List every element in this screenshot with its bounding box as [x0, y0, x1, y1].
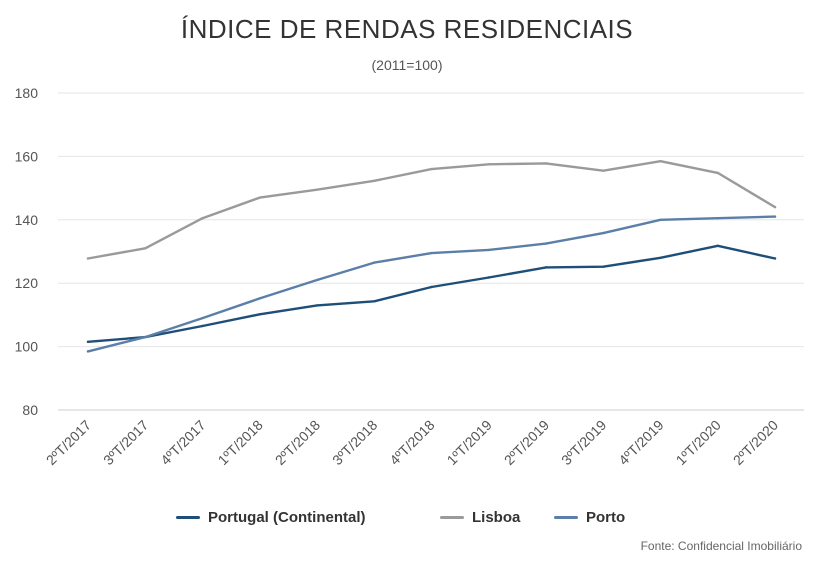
x-tick-label: 2ºT/2020 — [730, 417, 781, 468]
x-tick-label: 2ºT/2017 — [43, 417, 94, 468]
data-point[interactable] — [258, 196, 261, 199]
chart-title: ÍNDICE DE RENDAS RESIDENCIAIS — [180, 14, 634, 44]
data-point[interactable] — [544, 162, 548, 165]
chart-legend: Portugal (Continental) Lisboa Porto — [0, 509, 814, 529]
legend-swatch-lisboa — [440, 516, 464, 519]
data-point[interactable] — [86, 340, 90, 344]
y-tick-label: 80 — [22, 402, 38, 418]
data-point[interactable] — [144, 247, 147, 250]
data-point[interactable] — [430, 285, 433, 289]
data-point[interactable] — [258, 313, 261, 316]
data-point[interactable] — [201, 324, 204, 328]
data-point[interactable] — [716, 217, 719, 220]
data-point[interactable] — [659, 159, 662, 163]
data-point[interactable] — [201, 217, 204, 220]
data-point[interactable] — [602, 169, 605, 172]
legend-swatch-porto — [554, 516, 578, 519]
data-point[interactable] — [487, 248, 490, 252]
data-point[interactable] — [487, 163, 490, 166]
data-point[interactable] — [430, 167, 433, 171]
data-point[interactable] — [373, 300, 376, 303]
x-tick-label: 3ºT/2019 — [558, 417, 609, 468]
data-point[interactable] — [373, 179, 376, 183]
data-point[interactable] — [602, 265, 605, 268]
data-point[interactable] — [86, 350, 90, 353]
legend-item-lisboa[interactable]: Lisboa — [440, 509, 520, 526]
data-point[interactable] — [258, 297, 261, 300]
data-point[interactable] — [86, 257, 90, 260]
series-line-lisboa[interactable] — [86, 159, 777, 260]
y-tick-label: 100 — [15, 339, 39, 355]
legend-swatch-portugal — [176, 516, 200, 519]
data-point[interactable] — [201, 316, 204, 320]
y-tick-label: 120 — [15, 275, 39, 291]
data-point[interactable] — [773, 215, 777, 218]
legend-label-porto: Porto — [586, 509, 626, 526]
data-point[interactable] — [430, 251, 433, 255]
x-tick-label: 3ºT/2018 — [329, 417, 380, 468]
data-point[interactable] — [716, 244, 719, 247]
chart-subtitle: (2011=100) — [371, 57, 443, 73]
x-tick-label: 1ºT/2020 — [673, 417, 724, 468]
x-tick-label: 2ºT/2018 — [272, 417, 323, 468]
data-point[interactable] — [487, 276, 490, 279]
y-tick-label: 140 — [15, 212, 39, 228]
data-point[interactable] — [315, 188, 319, 191]
data-point[interactable] — [602, 231, 605, 235]
data-point[interactable] — [659, 218, 662, 221]
data-point[interactable] — [315, 304, 319, 307]
x-tick-label: 1ºT/2018 — [215, 417, 266, 468]
data-point[interactable] — [659, 256, 662, 260]
x-tick-label: 2ºT/2019 — [501, 417, 552, 468]
x-tick-label: 4ºT/2017 — [157, 417, 208, 468]
data-point[interactable] — [716, 171, 719, 175]
legend-item-porto[interactable]: Porto — [554, 509, 625, 526]
data-point[interactable] — [773, 257, 777, 260]
data-point[interactable] — [544, 242, 548, 245]
y-tick-label: 160 — [15, 148, 39, 164]
legend-item-portugal[interactable]: Portugal (Continental) — [176, 509, 366, 526]
x-tick-label: 4ºT/2019 — [615, 417, 666, 468]
data-point[interactable] — [773, 205, 777, 209]
series-line-portugal-continental-[interactable] — [86, 244, 777, 343]
x-tick-label: 1ºT/2019 — [444, 417, 495, 468]
data-point[interactable] — [315, 278, 319, 282]
data-point[interactable] — [144, 335, 147, 339]
data-point[interactable] — [373, 261, 376, 264]
x-tick-label: 4ºT/2018 — [386, 417, 437, 468]
series-line-porto[interactable] — [86, 215, 777, 353]
data-point[interactable] — [544, 266, 548, 269]
legend-label-portugal: Portugal (Continental) — [208, 509, 366, 526]
x-tick-label: 3ºT/2017 — [100, 417, 151, 468]
chart-source: Fonte: Confidencial Imobiliário — [640, 539, 802, 553]
y-tick-label: 180 — [15, 85, 39, 101]
legend-label-lisboa: Lisboa — [472, 509, 521, 526]
